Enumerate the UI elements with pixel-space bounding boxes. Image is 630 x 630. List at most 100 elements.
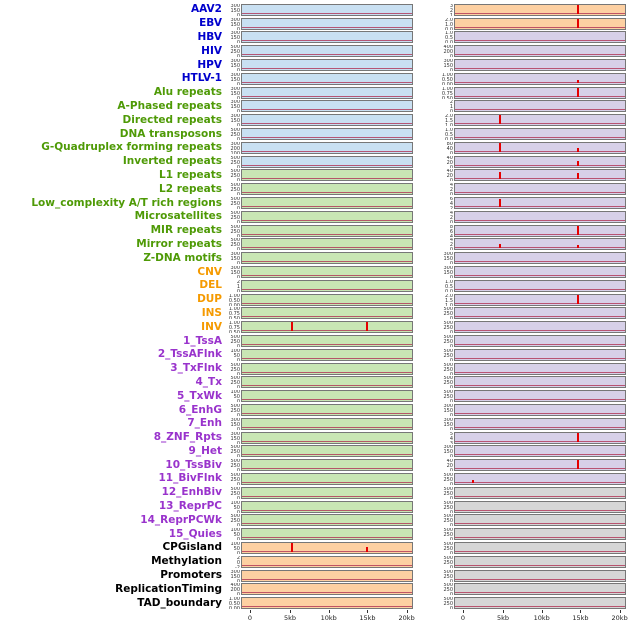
track-panel-left [241, 197, 413, 210]
track-panel-right [454, 17, 626, 30]
y-axis-ticks: 500 250 0 [439, 307, 454, 319]
track-row: 15_Quies 100 50 0 500 250 0 [0, 527, 630, 541]
track-panel-left [241, 17, 413, 30]
column-gap [413, 478, 439, 479]
signal-baseline [455, 592, 625, 594]
y-tick-label: 0 [236, 275, 240, 279]
y-tick-label: 150 [443, 421, 453, 428]
track-panel-right [454, 128, 626, 141]
y-tick-label: 3 [449, 440, 453, 444]
signal-baseline [455, 413, 625, 414]
y-tick-label: 0 [236, 109, 240, 113]
track-panel-left [241, 169, 413, 182]
y-tick-label: 0 [236, 592, 240, 596]
track-label: INS [201, 306, 222, 319]
track-label: 12_EnhBiv [161, 486, 222, 499]
y-axis-ticks: 3002001000 [226, 142, 241, 154]
y-tick-label: 500 [443, 362, 453, 368]
y-tick-label: 250 [443, 587, 453, 594]
y-tick-label: 100 [230, 500, 240, 506]
y-tick-label: 0 [236, 233, 240, 237]
y-axis-ticks: 300 150 0 [226, 4, 241, 16]
y-tick-label: 2.0 [445, 293, 453, 299]
track-panel-left [241, 528, 413, 541]
signal-baseline [455, 12, 625, 14]
y-axis-ticks: 500 250 0 [439, 349, 454, 361]
track-panel-right [454, 224, 626, 237]
y-tick-label: 500 [443, 569, 453, 575]
track-panel-left [241, 390, 413, 403]
y-tick-label: 500 [443, 376, 453, 382]
y-tick-label: 300 [230, 72, 240, 78]
signal-baseline [455, 54, 625, 56]
y-tick-label: 0 [449, 606, 453, 610]
y-tick-label: 150 [443, 270, 453, 277]
x-tick-mark [541, 610, 543, 614]
signal-baseline [242, 137, 412, 139]
track-panel-left [241, 431, 413, 444]
y-tick-label: 0.50 [228, 297, 240, 304]
y-tick-label: 250 [443, 601, 453, 608]
column-gap [413, 547, 439, 548]
track-panel-right [454, 45, 626, 58]
y-tick-label: 2 [236, 555, 240, 561]
column-gap [413, 534, 439, 535]
signal-spike [499, 171, 502, 180]
track-panel-left [241, 31, 413, 44]
x-tick-mark [619, 610, 621, 614]
y-axis-ticks: 300 150 0 [439, 445, 454, 457]
y-tick-label: 250 [443, 339, 453, 346]
y-axis-ticks: 300 150 0 [226, 418, 241, 430]
column-gap [413, 341, 439, 342]
y-tick-label: 250 [230, 214, 240, 221]
y-tick-label: 100 [230, 150, 240, 154]
y-axis-ticks: 2 0 -2 [226, 556, 241, 568]
track-row: Mirror repeats 500 250 0 4 2 0 [0, 238, 630, 252]
y-tick-label: 0 [236, 481, 240, 485]
y-tick-label: 0 [449, 247, 453, 251]
track-panel-left [241, 541, 413, 554]
track-row: G-Quadruplex forming repeats300200100080… [0, 141, 630, 155]
track-label: Low_complexity A/T rich regions [31, 196, 222, 209]
y-tick-label: 80 [446, 141, 453, 147]
y-tick-label: 4 [449, 210, 453, 216]
track-panel-right [454, 348, 626, 361]
y-tick-label: 150 [230, 21, 240, 28]
y-axis-ticks: 1.00 0.50 0.00 [226, 294, 241, 306]
y-axis-ticks: 500 250 0 [226, 197, 241, 209]
y-axis-ticks: 500 250 0 [439, 556, 454, 568]
y-tick-label: 250 [443, 532, 453, 539]
track-panel-left [241, 335, 413, 348]
y-tick-label: 300 [230, 3, 240, 9]
y-tick-label: 500 [443, 390, 453, 396]
signal-baseline [455, 440, 625, 442]
track-row: 12_EnhBiv 500 250 0 500 250 0 [0, 486, 630, 500]
track-label: HIV [201, 44, 222, 57]
y-tick-label: 0.0 [445, 137, 453, 141]
y-tick-label: 400 [230, 583, 240, 589]
y-tick-label: 250 [443, 504, 453, 511]
y-tick-label: 0.75 [441, 90, 453, 97]
y-tick-label: 100 [230, 528, 240, 534]
y-tick-label: 300 [443, 266, 453, 272]
y-tick-label: 0 [449, 426, 453, 430]
signal-baseline [455, 68, 625, 70]
signal-baseline [455, 40, 625, 42]
signal-baseline [455, 606, 625, 608]
signal-baseline [242, 192, 412, 194]
y-tick-label: 500 [230, 210, 240, 216]
y-tick-label: 0.00 [441, 81, 453, 85]
y-axis-ticks: 1.000.750.500.250.00 [439, 87, 454, 99]
track-row: HPV 300 150 0 300 150 0 [0, 58, 630, 72]
track-panel-right [454, 307, 626, 320]
track-label: 8_ZNF_Rpts [153, 431, 222, 444]
y-tick-label: 1.00 [228, 293, 240, 299]
signal-spike [577, 225, 580, 235]
signal-baseline [455, 357, 625, 359]
signal-baseline [242, 40, 412, 42]
y-tick-label: 0 [449, 385, 453, 389]
track-label: HPV [197, 58, 222, 71]
y-tick-label: 250 [443, 311, 453, 318]
track-panel-right [454, 197, 626, 210]
y-axis-ticks: 300 150 0 [226, 31, 241, 43]
